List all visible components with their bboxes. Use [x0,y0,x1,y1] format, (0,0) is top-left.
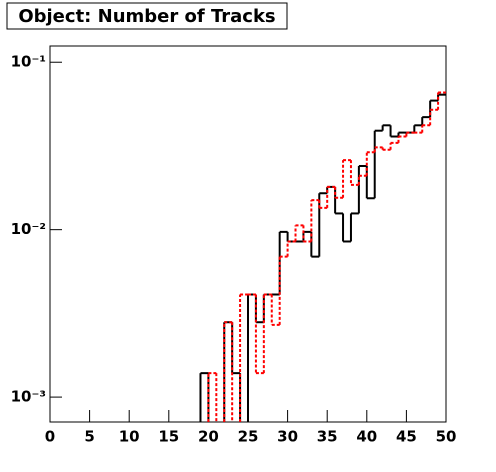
x-tick-label: 20 [198,428,219,446]
y-tick-label: 10⁻² [11,220,46,238]
x-tick-label: 0 [45,428,55,446]
x-tick-label: 5 [84,428,94,446]
x-tick-label: 15 [158,428,179,446]
x-tick-label: 10 [119,428,140,446]
y-tick-label: 10⁻¹ [11,53,46,71]
x-tick-label: 50 [436,428,457,446]
title-box [6,2,288,30]
x-tick-label: 30 [277,428,298,446]
x-tick-label: 45 [396,428,417,446]
chart-title: Object: Number of Tracks [18,6,275,27]
y-tick-label: 10⁻³ [11,388,46,406]
x-tick-label: 35 [317,428,338,446]
x-tick-label: 40 [356,428,377,446]
x-tick-label: 25 [238,428,259,446]
